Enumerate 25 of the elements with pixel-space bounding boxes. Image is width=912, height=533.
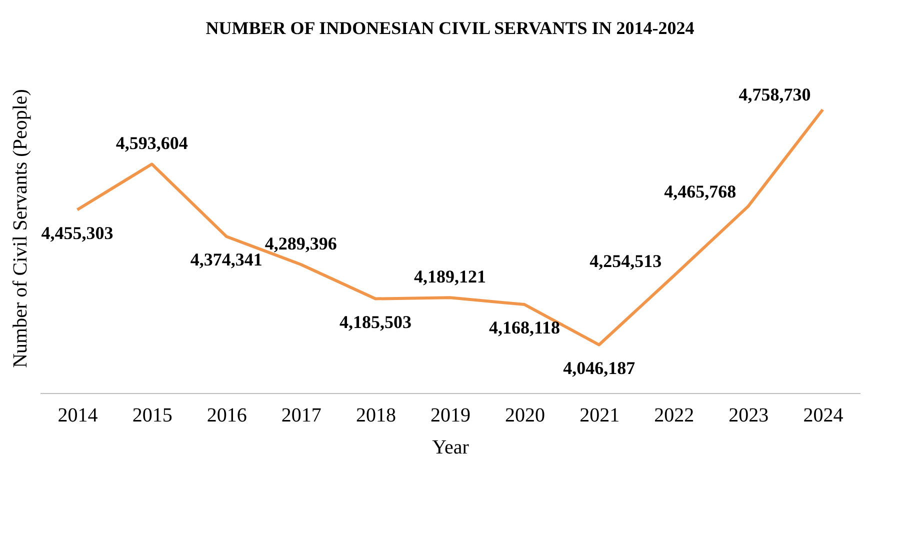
x-axis-title: Year bbox=[432, 436, 470, 458]
data-label: 4,254,513 bbox=[590, 251, 662, 272]
data-label: 4,189,121 bbox=[414, 266, 486, 287]
data-label: 4,168,118 bbox=[489, 318, 560, 338]
x-tick-label: 2022 bbox=[654, 404, 694, 426]
chart-title: NUMBER OF INDONESIAN CIVIL SERVANTS IN 2014-2024 bbox=[206, 18, 694, 38]
data-label: 4,465,768 bbox=[664, 181, 736, 202]
x-tick-label: 2017 bbox=[281, 404, 322, 426]
x-tick-label: 2023 bbox=[728, 404, 769, 426]
data-label: 4,593,604 bbox=[116, 133, 188, 154]
x-tick-label: 2020 bbox=[505, 404, 546, 426]
x-tick-label: 2015 bbox=[132, 404, 172, 426]
data-label: 4,758,730 bbox=[738, 84, 811, 105]
x-tick-label: 2016 bbox=[206, 404, 247, 426]
x-tick-label: 2018 bbox=[356, 404, 396, 426]
x-tick-label: 2014 bbox=[58, 404, 98, 426]
data-label: 4,455,303 bbox=[41, 222, 114, 243]
data-label: 4,289,396 bbox=[264, 234, 337, 254]
y-axis-title: Number of Civil Servants (People) bbox=[10, 89, 32, 368]
data-label: 4,374,341 bbox=[190, 249, 262, 270]
x-tick-label: 2024 bbox=[803, 404, 844, 426]
data-label: 4,046,187 bbox=[563, 358, 636, 378]
data-label: 4,185,503 bbox=[339, 312, 412, 332]
x-tick-label: 2021 bbox=[580, 404, 620, 426]
x-tick-label: 2019 bbox=[430, 404, 470, 426]
